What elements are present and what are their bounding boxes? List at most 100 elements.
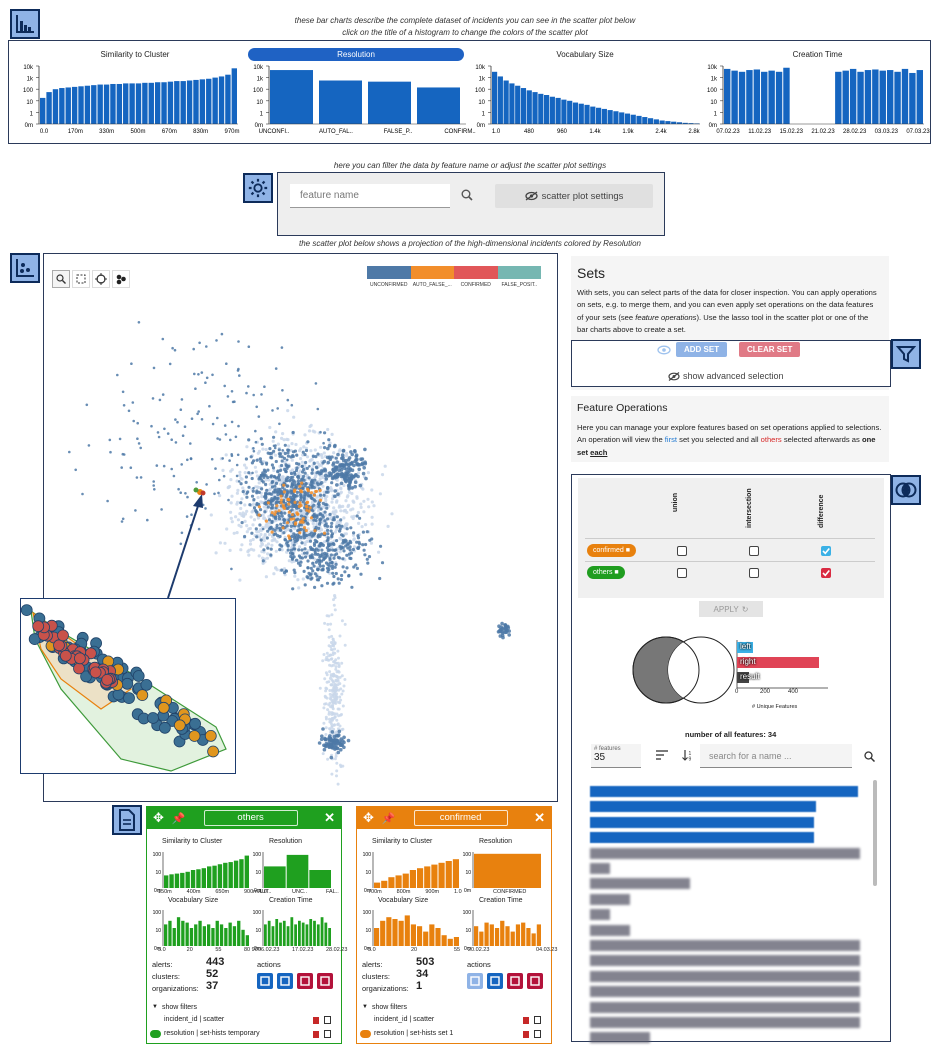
checkbox-confirmed-union[interactable]	[677, 546, 687, 556]
feature-row[interactable]	[590, 893, 630, 905]
close-icon[interactable]: ✕	[324, 810, 335, 825]
legend-swatch-3[interactable]	[497, 266, 541, 279]
close-icon[interactable]: ✕	[534, 810, 545, 825]
move-icon[interactable]: ✥	[153, 810, 164, 825]
gear-icon[interactable]	[243, 173, 273, 203]
apply-button[interactable]: APPLY ↻	[699, 601, 763, 617]
scatter-plot[interactable]	[44, 290, 557, 800]
scatter-point	[174, 418, 177, 421]
scatter-settings-button[interactable]: scatter plot settings	[495, 184, 653, 208]
pin-icon[interactable]: 📌	[171, 812, 186, 825]
scatter-point	[313, 478, 317, 482]
checkbox-others-difference[interactable]	[821, 568, 831, 578]
feature-row[interactable]	[590, 1032, 650, 1044]
pin-icon[interactable]: 📌	[381, 812, 396, 825]
trash-icon[interactable]	[313, 1031, 319, 1038]
feature-row[interactable]	[590, 970, 860, 982]
legend-swatch-0[interactable]	[367, 266, 411, 279]
scatter-point	[344, 499, 348, 503]
checkbox-others-union[interactable]	[677, 568, 687, 578]
feature-row[interactable]	[590, 786, 858, 797]
trash-icon[interactable]: ■	[614, 569, 619, 576]
scatter-point	[185, 515, 189, 518]
split-icon[interactable]	[487, 973, 503, 989]
copy-icon[interactable]	[324, 1030, 331, 1038]
database-icon[interactable]	[257, 973, 273, 989]
delete-icon[interactable]	[297, 973, 313, 989]
scatter-point	[272, 468, 276, 473]
feature-row[interactable]	[590, 986, 860, 998]
trash-icon[interactable]: ■	[625, 547, 630, 554]
hist-bar	[319, 80, 362, 124]
trash-icon[interactable]	[523, 1017, 529, 1024]
feature-row[interactable]	[590, 909, 610, 921]
zoom-icon[interactable]	[52, 270, 70, 288]
trash-icon[interactable]	[313, 1017, 319, 1024]
trash-icon[interactable]	[523, 1031, 529, 1038]
search-icon[interactable]	[864, 751, 876, 765]
feature-row[interactable]	[590, 940, 860, 951]
hist-title-resolution[interactable]: Resolution	[248, 48, 464, 61]
set-tag-others[interactable]: others ■	[587, 566, 625, 579]
split-icon[interactable]	[277, 973, 293, 989]
search-icon[interactable]	[461, 189, 473, 204]
checkbox-confirmed-difference[interactable]	[821, 546, 831, 556]
hist-title-similarity[interactable]: Similarity to Cluster	[100, 50, 170, 59]
set-name-input[interactable]: confirmed	[413, 810, 508, 826]
copy-icon[interactable]	[324, 1016, 331, 1024]
chart-icon[interactable]	[317, 973, 333, 989]
scatter-point	[179, 408, 183, 411]
legend-swatch-2[interactable]	[454, 266, 498, 279]
chart-icon[interactable]	[527, 973, 543, 989]
copy-icon[interactable]	[534, 1016, 541, 1024]
feature-search-input[interactable]: search for a name ...	[700, 744, 852, 768]
scatter-point	[288, 551, 293, 555]
add-set-button[interactable]: ADD SET	[676, 342, 728, 357]
feature-list[interactable]	[586, 778, 880, 1044]
toggle-icon[interactable]	[360, 1030, 371, 1038]
card-hist-bar	[374, 882, 381, 888]
feature-row[interactable]	[590, 1017, 860, 1028]
database-icon[interactable]	[467, 973, 483, 989]
checkbox-others-intersection[interactable]	[749, 568, 759, 578]
lasso-icon[interactable]	[92, 270, 110, 288]
delete-icon[interactable]	[507, 973, 523, 989]
feature-row[interactable]	[590, 847, 860, 859]
feature-row[interactable]	[590, 924, 630, 936]
copy-icon[interactable]	[534, 1030, 541, 1038]
feature-row[interactable]	[590, 1001, 860, 1013]
feature-row[interactable]	[590, 878, 690, 890]
feature-row[interactable]	[590, 863, 610, 874]
cluster-icon[interactable]	[112, 270, 130, 288]
scatter-point	[290, 468, 295, 472]
feature-row[interactable]	[590, 801, 816, 813]
feature-row[interactable]	[590, 816, 814, 828]
move-icon[interactable]: ✥	[363, 810, 374, 825]
clear-set-button[interactable]: CLEAR SET	[739, 342, 801, 357]
eye-icon[interactable]	[657, 345, 671, 358]
feature-name-input[interactable]: feature name	[290, 184, 450, 208]
box-select-icon[interactable]	[72, 270, 90, 288]
feature-row[interactable]	[590, 955, 860, 967]
scatter-point	[366, 471, 370, 475]
chevron-down-icon[interactable]: ▼	[152, 1004, 158, 1010]
hist-title-vocabulary[interactable]: Vocabulary Size	[556, 50, 614, 59]
show-advanced-selection[interactable]: show advanced selection	[668, 371, 784, 381]
hist-title-creation-time[interactable]: Creation Time	[792, 50, 843, 59]
sort-icon[interactable]	[656, 750, 668, 763]
num-features-input[interactable]: # features 35	[591, 744, 641, 768]
feature-list-scrollbar[interactable]	[873, 780, 877, 886]
legend-swatch-1[interactable]	[410, 266, 454, 279]
checkbox-confirmed-intersection[interactable]	[749, 546, 759, 556]
chevron-down-icon[interactable]: ▼	[362, 1004, 368, 1010]
scatter-point	[314, 547, 318, 551]
set-tag-confirmed[interactable]: confirmed ■	[587, 544, 636, 557]
scatter-point	[270, 456, 274, 460]
toggle-icon[interactable]	[150, 1030, 161, 1038]
feature-row[interactable]	[590, 832, 814, 844]
set-name-input[interactable]: others	[203, 810, 298, 826]
